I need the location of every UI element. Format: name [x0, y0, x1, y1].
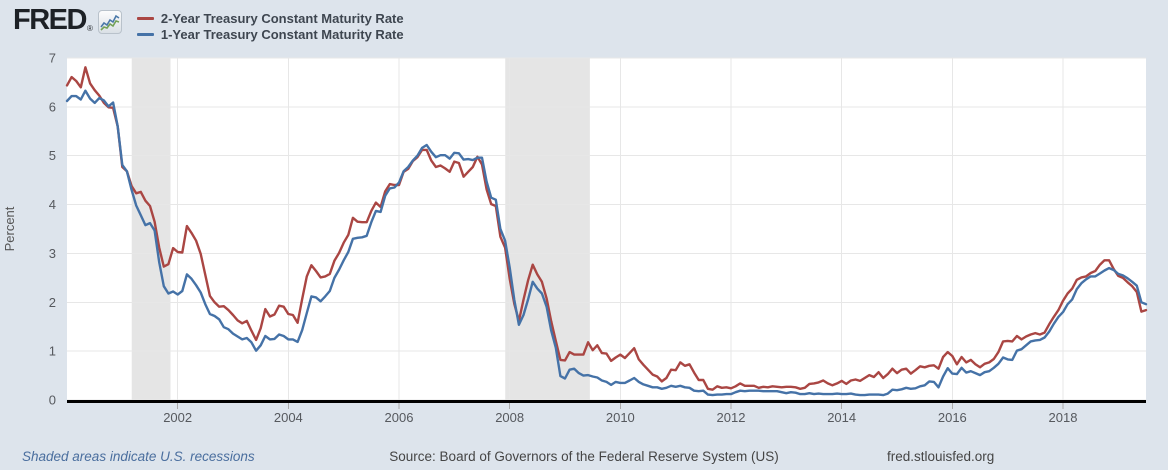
y-tick-label: 4: [49, 197, 56, 212]
fred-sparkline-icon: [97, 10, 122, 39]
x-axis-line: [67, 400, 1146, 403]
legend-item-1yr[interactable]: 1-Year Treasury Constant Maturity Rate: [136, 26, 404, 42]
x-tick-label: 2004: [274, 410, 303, 425]
source-attribution: Source: Board of Governors of the Federa…: [389, 449, 779, 464]
legend-line-swatch-2yr: [136, 16, 154, 20]
x-tick-label: 2002: [163, 410, 192, 425]
recession-band: [131, 58, 171, 400]
fred-logo-text: FRED: [13, 4, 87, 36]
y-tick-label: 3: [49, 246, 56, 261]
y-tick-label: 5: [49, 148, 56, 163]
fred-site-link[interactable]: fred.stlouisfed.org: [887, 449, 995, 464]
series-line-1yr: [65, 89, 1148, 397]
recession-band: [505, 58, 590, 400]
legend-label-2yr: 2-Year Treasury Constant Maturity Rate: [160, 10, 404, 26]
x-tick-label: 2016: [938, 410, 967, 425]
chart-header: FRED ® 2-Year Treasury Constant: [13, 4, 404, 42]
recession-shading-note: Shaded areas indicate U.S. recessions: [22, 449, 255, 464]
chart-legend: 2-Year Treasury Constant Maturity Rate 1…: [136, 10, 404, 42]
registered-trademark-symbol: ®: [86, 24, 93, 33]
x-tick-label: 2014: [827, 410, 856, 425]
legend-line-swatch-1yr: [136, 32, 154, 36]
legend-item-2yr[interactable]: 2-Year Treasury Constant Maturity Rate: [136, 10, 404, 26]
x-tick-label: 2008: [495, 410, 524, 425]
x-tick-label: 2006: [385, 410, 414, 425]
y-tick-label: 0: [49, 393, 56, 408]
y-axis-title: Percent: [2, 206, 17, 251]
legend-label-1yr: 1-Year Treasury Constant Maturity Rate: [160, 26, 404, 42]
series-line-2yr: [65, 66, 1148, 391]
y-tick-label: 1: [49, 344, 56, 359]
plot-background: [67, 58, 1146, 400]
x-tick-label: 2012: [717, 410, 746, 425]
x-tick-label: 2018: [1049, 410, 1078, 425]
x-tick-label: 2010: [606, 410, 635, 425]
y-tick-label: 2: [49, 295, 56, 310]
y-tick-label: 6: [49, 99, 56, 114]
fred-logo[interactable]: FRED ®: [13, 4, 122, 39]
y-tick-label: 7: [49, 51, 56, 66]
treasury-rates-chart: 0 1 2 3 4 5 6 7 2002 2004 2006 2008 2010 2012 2014 2016…: [2, 51, 1148, 425]
